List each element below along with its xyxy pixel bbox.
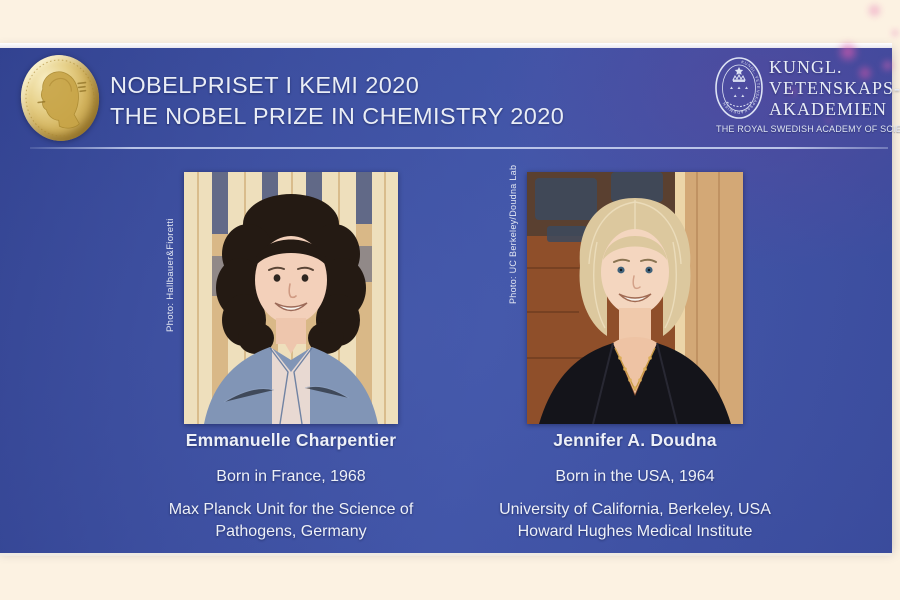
laureate-info-doudna: Jennifer A. Doudna Born in the USA, 1964… (463, 430, 807, 543)
header-separator-line (30, 147, 888, 149)
laureate-born: Born in the USA, 1964 (555, 468, 715, 485)
laureate-name: Emmanuelle Charpentier (185, 430, 397, 450)
photo-credit-charpentier: Photo: Hallbauer&Fioretti (165, 218, 176, 332)
charpentier-portrait (184, 172, 398, 424)
laureate-name: Jennifer A. Doudna (553, 430, 717, 450)
screen-bottom-edge (0, 553, 892, 556)
laureate-affiliation-line: Pathogens, Germany (215, 523, 367, 540)
screen-top-edge (0, 43, 892, 48)
laureate-affiliation-line: University of California, Berkeley, USA (499, 501, 771, 518)
laureate-info-charpentier: Emmanuelle Charpentier Born in France, 1… (130, 430, 452, 543)
academy-seal-icon: KUNGL. VETENSKAPSAKADEMIEN (714, 56, 764, 125)
laureate-affiliation-line: Max Planck Unit for the Science of (168, 501, 414, 518)
bokeh-sparkle (866, 2, 883, 19)
academy-subtitle: THE ROYAL SWEDISH ACADEMY OF SCIENCES (716, 124, 900, 134)
title-english: THE NOBEL PRIZE IN CHEMISTRY 2020 (110, 103, 565, 129)
laureate-affiliation-line: Howard Hughes Medical Institute (517, 523, 753, 540)
academy-name-line: VETENSKAPS- (769, 78, 900, 98)
academy-name-line: KUNGL. (769, 57, 843, 77)
doudna-portrait (527, 172, 743, 424)
presentation-screen (0, 48, 892, 553)
bokeh-sparkle (890, 28, 900, 38)
laureate-born: Born in France, 1968 (216, 468, 366, 485)
page-title: NOBELPRISET I KEMI 2020 THE NOBEL PRIZE … (110, 70, 564, 132)
nobel-medal-icon (16, 50, 104, 146)
academy-name-line: AKADEMIEN (769, 99, 887, 119)
academy-wordmark: KUNGL. VETENSKAPS- AKADEMIEN (769, 57, 900, 120)
title-swedish: NOBELPRISET I KEMI 2020 (110, 72, 420, 98)
photo-credit-doudna: Photo: UC Berkeley/Doudna Lab (508, 164, 518, 304)
